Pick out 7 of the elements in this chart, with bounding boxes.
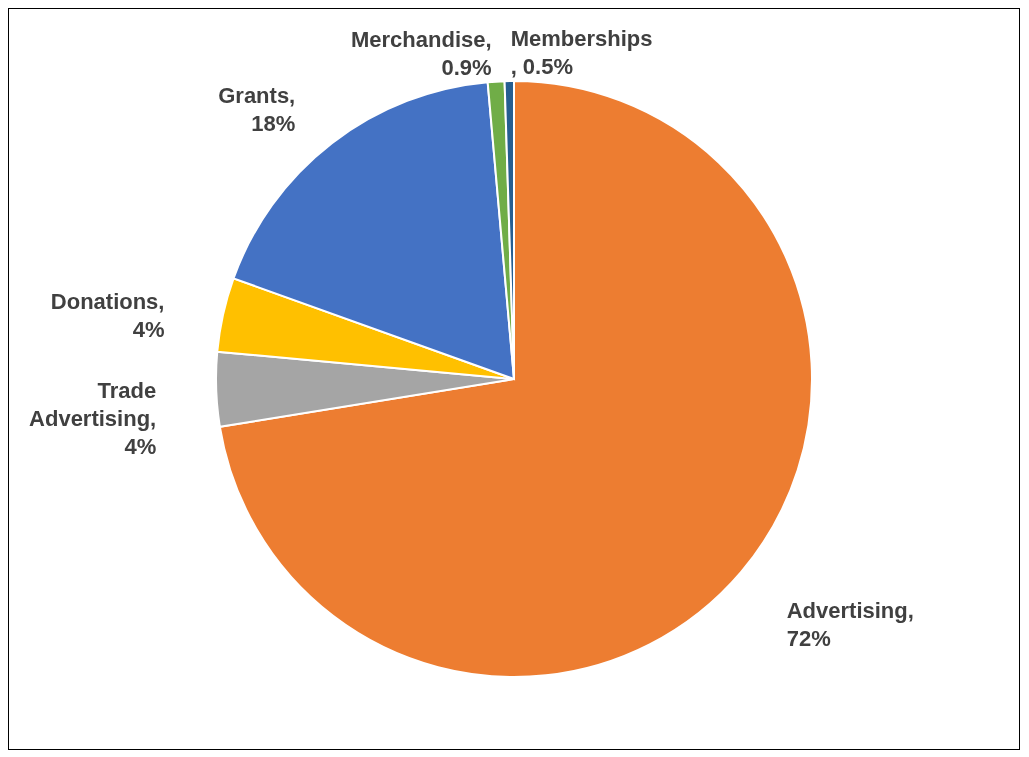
slice-label: Memberships <box>510 26 653 52</box>
slice-label: Grants, 18% <box>218 82 296 136</box>
slice-label: Trade Advertising, 4% <box>29 378 157 460</box>
data-label: , 0.5% <box>510 54 573 80</box>
slice-label: Merchandise, 0.9% <box>350 26 492 80</box>
slice-label: Advertising, 72% <box>786 597 914 651</box>
slice-label: Donations, 4% <box>50 288 165 342</box>
